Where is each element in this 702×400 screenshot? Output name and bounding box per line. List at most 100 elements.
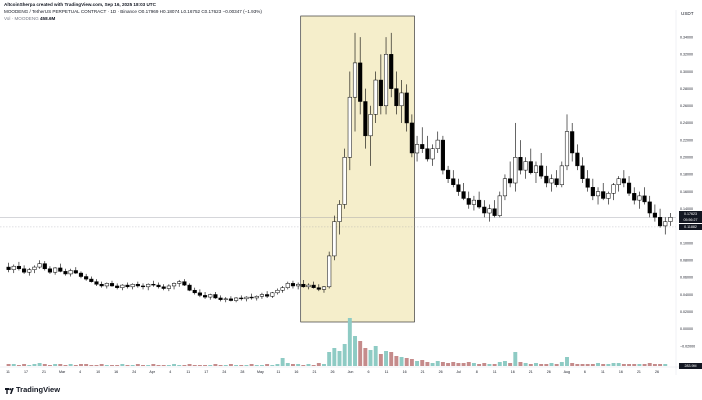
volume-bar xyxy=(120,364,125,366)
candle xyxy=(306,283,311,290)
candle xyxy=(492,200,497,218)
candle xyxy=(342,148,347,209)
volume-bar xyxy=(353,336,357,366)
current-price-badge: 0.17623 05:56:27 xyxy=(679,211,702,224)
volume-bar xyxy=(244,365,249,366)
current-price-value: 0.17623 xyxy=(684,212,697,217)
volume-bar xyxy=(487,364,492,366)
candle xyxy=(420,127,425,153)
volume-bar xyxy=(104,365,109,366)
candle xyxy=(637,191,642,209)
candle xyxy=(234,297,239,303)
volume-bar xyxy=(58,364,63,366)
candle xyxy=(104,282,109,289)
candle xyxy=(590,178,595,201)
price-tick-label: 0.14000 xyxy=(680,207,693,211)
price-tick-label: 0.30000 xyxy=(680,70,693,74)
volume-bar xyxy=(254,365,259,366)
volume-bar xyxy=(37,363,42,366)
candle xyxy=(22,265,27,274)
volume-bar xyxy=(182,365,187,366)
candle xyxy=(265,291,270,298)
highlight-box xyxy=(300,15,415,323)
ohlc-close: C0.17623 xyxy=(201,9,222,14)
candle xyxy=(58,263,63,273)
candle xyxy=(409,114,414,158)
candle xyxy=(151,280,156,287)
candle xyxy=(425,135,430,162)
candle xyxy=(109,280,115,287)
volume-bar xyxy=(223,365,228,366)
candle xyxy=(358,37,363,115)
candle xyxy=(197,289,202,298)
volume-bar xyxy=(203,365,208,366)
candle xyxy=(130,283,135,290)
volume-bar xyxy=(161,365,166,366)
candle xyxy=(451,170,456,188)
candle xyxy=(616,176,621,192)
volume-bar xyxy=(296,364,301,366)
volume-bar xyxy=(606,364,611,366)
volume-bar xyxy=(482,363,487,366)
volume-bar xyxy=(652,364,657,366)
candle xyxy=(378,54,383,115)
candle xyxy=(47,266,53,274)
volume-bar xyxy=(394,356,399,366)
volume-bar xyxy=(549,363,554,366)
price-tick-label: 0.18000 xyxy=(680,173,693,177)
volume-bar xyxy=(265,364,270,366)
volume-bar xyxy=(430,363,435,366)
time-tick-label: 16 xyxy=(294,370,298,374)
candle xyxy=(182,279,187,286)
volume-bar xyxy=(275,364,280,366)
candle xyxy=(487,204,492,222)
candle xyxy=(140,283,146,290)
volume-bar xyxy=(135,364,140,366)
candle xyxy=(42,261,47,271)
volume-bar xyxy=(16,365,21,366)
candle xyxy=(632,187,637,205)
time-tick-label: 6 xyxy=(368,370,370,374)
time-tick-label: 17 xyxy=(204,370,208,374)
candle xyxy=(461,183,466,201)
candle xyxy=(528,148,533,175)
volume-bar xyxy=(322,364,326,366)
volume-bar xyxy=(187,364,192,366)
volume-line: Vol · MOODENG 458.6M xyxy=(4,16,55,21)
candle xyxy=(446,165,451,183)
time-tick-label: 26 xyxy=(439,370,443,374)
volume-bar xyxy=(451,362,456,366)
time-tick-label: 28 xyxy=(240,370,244,374)
volume-bar xyxy=(249,364,254,366)
volume-bar xyxy=(409,359,414,366)
time-tick-label: 21 xyxy=(312,370,316,374)
price-tick-label: −0.02000 xyxy=(680,344,695,348)
time-tick-label: 11 xyxy=(385,370,389,374)
volume-bar xyxy=(508,363,513,366)
candle xyxy=(244,296,249,302)
ohlc-low: L0.16752 xyxy=(180,9,201,14)
volume-bar xyxy=(647,363,652,366)
volume-bar xyxy=(172,364,177,366)
candle xyxy=(440,135,445,175)
volume-bar xyxy=(208,365,213,366)
symbol-name: MOODENG / TetherUS PERPETUAL CONTRACT · … xyxy=(4,9,137,14)
candle xyxy=(663,217,668,235)
time-tick-label: Apr xyxy=(149,370,155,374)
candle xyxy=(471,195,476,211)
time-tick-label: Jun xyxy=(348,370,354,374)
volume-bar xyxy=(89,365,94,366)
volume-bar xyxy=(466,362,471,366)
price-tick-label: 0.00000 xyxy=(680,327,693,331)
price-tick-label: 0.06000 xyxy=(680,276,693,280)
candle xyxy=(580,157,585,183)
candle xyxy=(259,292,265,299)
volume-bar xyxy=(611,363,616,366)
volume-bar xyxy=(627,364,632,366)
candle xyxy=(84,273,89,281)
candle xyxy=(275,288,280,295)
candle xyxy=(399,80,404,123)
volume-bar xyxy=(42,364,47,366)
candle xyxy=(321,285,327,293)
